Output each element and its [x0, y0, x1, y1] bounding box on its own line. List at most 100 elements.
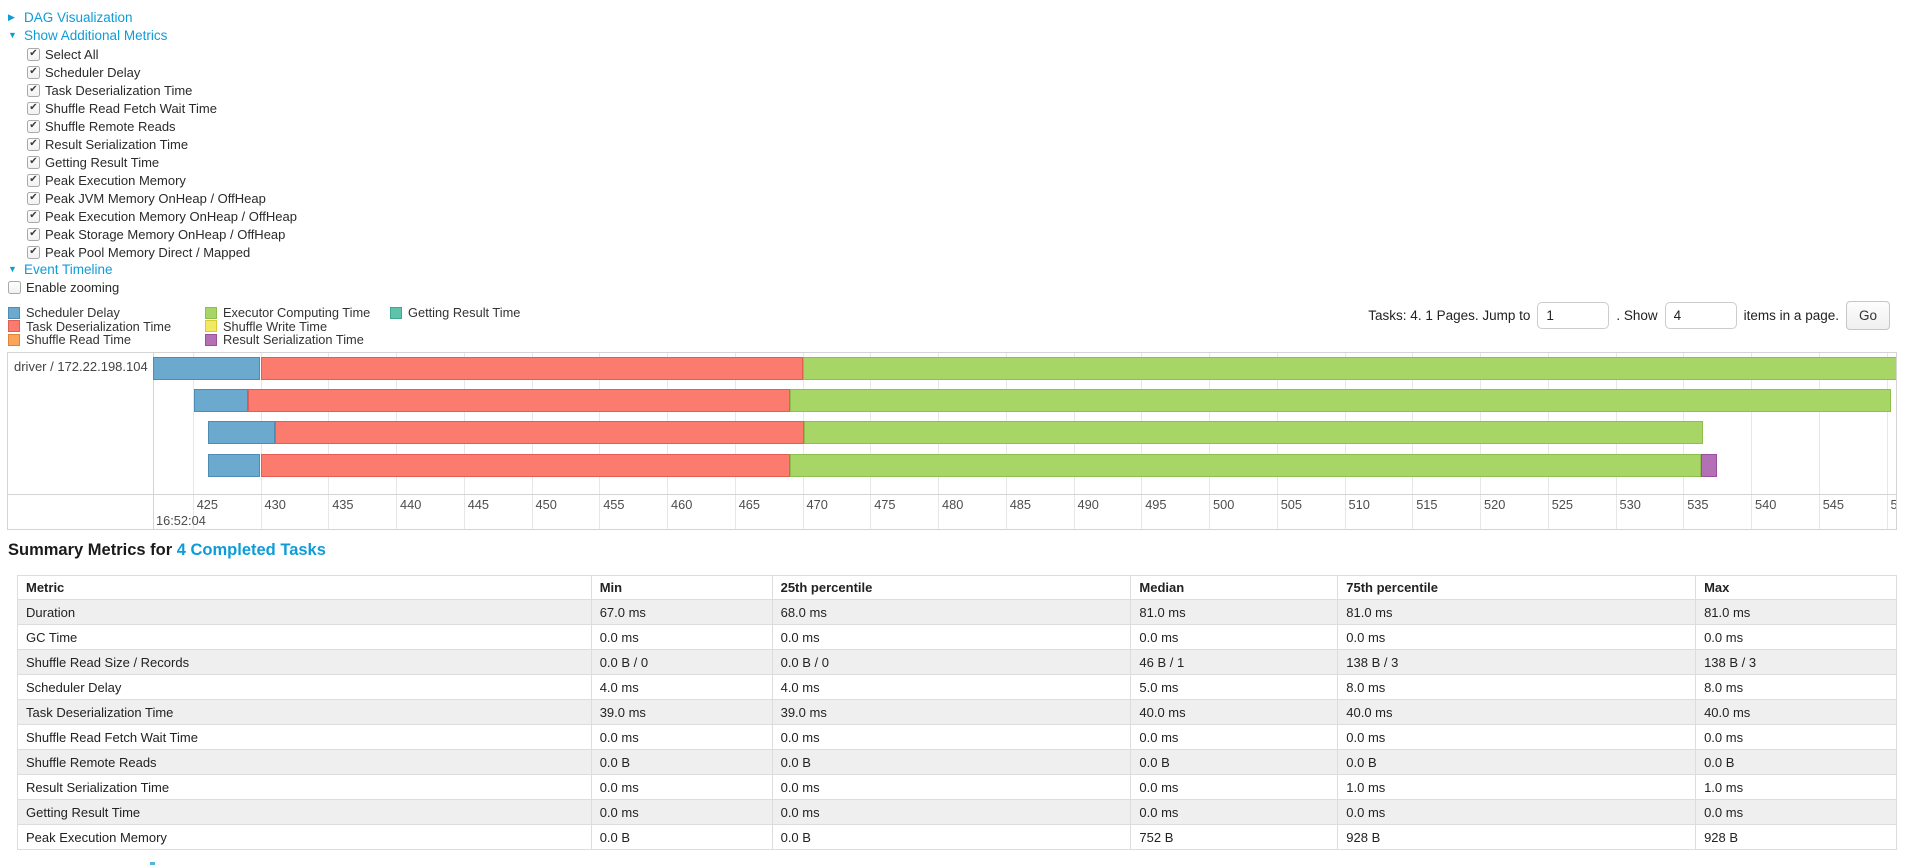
axis-tick-label: 500: [1213, 497, 1235, 512]
metric-cell: Peak Execution Memory: [17, 824, 592, 850]
axis-tick-label: 430: [264, 497, 286, 512]
value-cell: 40.0 ms: [1695, 699, 1897, 725]
metric-cell: GC Time: [17, 624, 592, 650]
value-cell: 0.0 ms: [1130, 624, 1339, 650]
column-header: 25th percentile: [771, 575, 1132, 600]
items-per-page-input[interactable]: [1664, 301, 1737, 329]
value-cell: 0.0 B: [771, 824, 1132, 850]
metric-checkbox[interactable]: [27, 227, 40, 241]
gridline: [1886, 353, 1888, 529]
metric-checkbox-row: Peak Storage Memory OnHeap / OffHeap: [27, 225, 297, 243]
metric-cell: Shuffle Read Size / Records: [17, 649, 592, 675]
value-cell: 138 B / 3: [1337, 649, 1697, 675]
timeline-group-label: driver / 172.22.198.104: [14, 359, 148, 374]
axis-tick-label: 535: [1687, 497, 1709, 512]
table-row: Peak Execution Memory 0.0 B 0.0 B 752 B 928 …: [17, 824, 1897, 850]
jump-to-page-input[interactable]: [1537, 301, 1610, 329]
shuffle-write-swatch-icon: [205, 320, 217, 333]
task-bar-segment-task-deserialization[interactable]: [275, 421, 804, 444]
axis-tick-label: 470: [806, 497, 828, 512]
task-bar-segment-executor-computing[interactable]: [790, 454, 1701, 477]
value-cell: 138 B / 3: [1695, 649, 1897, 675]
metric-checkbox[interactable]: [27, 119, 40, 133]
value-cell: 8.0 ms: [1337, 674, 1697, 700]
metric-checkbox[interactable]: [27, 209, 40, 223]
metric-checkbox[interactable]: [27, 101, 40, 115]
metric-checkbox-label: Getting Result Time: [45, 154, 160, 170]
task-bar-segment-scheduler-delay[interactable]: [207, 454, 261, 477]
task-bar-segment-executor-computing[interactable]: [803, 421, 1704, 444]
table-row: Result Serialization Time 0.0 ms 0.0 ms 0.0…: [17, 774, 1897, 800]
metric-checkbox-row: Peak JVM Memory OnHeap / OffHeap: [27, 189, 297, 207]
value-cell: 0.0 ms: [1695, 799, 1897, 825]
go-button[interactable]: Go: [1845, 300, 1890, 330]
metric-checkbox[interactable]: [27, 47, 40, 61]
metric-checkbox[interactable]: [27, 155, 40, 169]
table-body: Duration 67.0 ms 68.0 ms 81.0 ms 81.0 ms 81.0…: [17, 599, 1897, 850]
executor-computing-swatch-icon: [205, 306, 217, 319]
task-bar-segment-task-deserialization[interactable]: [260, 357, 803, 380]
value-cell: 0.0 B: [1337, 749, 1697, 775]
metric-checkbox[interactable]: [27, 191, 40, 205]
enable-zooming-label: Enable zooming: [26, 279, 120, 295]
summary-title-prefix: Summary Metrics for: [8, 541, 173, 559]
event-timeline-link[interactable]: ▼ Event Timeline: [8, 261, 113, 277]
event-timeline-label: Event Timeline: [24, 261, 113, 277]
legend-item: Executor Computing Time: [205, 305, 370, 320]
axis-tick-label: 510: [1348, 497, 1370, 512]
axis-tick-label: 530: [1619, 497, 1641, 512]
metric-checkbox-row: Task Deserialization Time: [27, 81, 297, 99]
table-row: GC Time 0.0 ms 0.0 ms 0.0 ms 0.0 ms 0.0 ms: [17, 624, 1897, 650]
metric-checkbox-row: Shuffle Remote Reads: [27, 117, 297, 135]
legend-column: Scheduler Delay Task Deserialization Time…: [8, 305, 171, 348]
axis-tick-label: 460: [671, 497, 693, 512]
metric-checkbox[interactable]: [27, 137, 40, 151]
legend-label: Shuffle Read Time: [26, 332, 132, 348]
legend-label: Result Serialization Time: [223, 332, 364, 348]
value-cell: 928 B: [1337, 824, 1697, 850]
task-bar-segment-executor-computing[interactable]: [802, 357, 1896, 380]
value-cell: 0.0 ms: [771, 624, 1132, 650]
metric-checkbox-label: Scheduler Delay: [45, 64, 141, 80]
value-cell: 0.0 ms: [771, 724, 1132, 750]
additional-metrics-list: Select All Scheduler Delay Task Deserializ…: [27, 45, 297, 261]
value-cell: 928 B: [1695, 824, 1897, 850]
task-bar-segment-scheduler-delay[interactable]: [194, 389, 249, 412]
enable-zooming-checkbox[interactable]: [8, 280, 21, 294]
gridline: [1818, 353, 1820, 529]
metric-checkbox[interactable]: [27, 245, 40, 259]
metric-checkbox[interactable]: [27, 65, 40, 79]
getting-result-swatch-icon: [390, 306, 402, 319]
axis-tick-label: 520: [1484, 497, 1506, 512]
value-cell: 40.0 ms: [1130, 699, 1339, 725]
metric-checkbox[interactable]: [27, 173, 40, 187]
legend-item: Scheduler Delay: [8, 305, 171, 320]
task-bar-segment-executor-computing[interactable]: [790, 389, 1891, 412]
show-additional-metrics-link[interactable]: ▼ Show Additional Metrics: [8, 27, 167, 43]
value-cell: 0.0 B: [1695, 749, 1897, 775]
metric-checkbox[interactable]: [27, 83, 40, 97]
task-bar-segment-result-serialization[interactable]: [1700, 454, 1718, 477]
completed-tasks-link[interactable]: 4 Completed Tasks: [176, 541, 326, 559]
task-bar-segment-task-deserialization[interactable]: [260, 454, 791, 477]
pagination-summary-text: Tasks: 4. 1 Pages. Jump to: [1368, 307, 1531, 323]
table-row: Shuffle Read Size / Records 0.0 B / 0 0.0 …: [17, 649, 1897, 675]
value-cell: 46 B / 1: [1130, 649, 1339, 675]
axis-tick-label: 465: [738, 497, 761, 512]
value-cell: 0.0 ms: [1337, 624, 1697, 650]
metric-checkbox-label: Shuffle Remote Reads: [45, 118, 176, 134]
task-bar-segment-scheduler-delay[interactable]: [153, 357, 261, 380]
value-cell: 0.0 ms: [590, 624, 773, 650]
value-cell: 0.0 ms: [590, 799, 773, 825]
timeline-label-column-divider: [153, 353, 154, 529]
task-bar-segment-scheduler-delay[interactable]: [207, 421, 276, 444]
metric-checkbox-row: Getting Result Time: [27, 153, 297, 171]
metric-checkbox-label: Peak JVM Memory OnHeap / OffHeap: [45, 190, 266, 206]
value-cell: 1.0 ms: [1337, 774, 1697, 800]
table-row: Getting Result Time 0.0 ms 0.0 ms 0.0 ms 0.0…: [17, 799, 1897, 825]
value-cell: 39.0 ms: [590, 699, 773, 725]
task-bar-segment-task-deserialization[interactable]: [248, 389, 791, 412]
chevron-right-icon: ▶: [8, 11, 15, 22]
dag-visualization-link[interactable]: ▶ DAG Visualization: [8, 9, 133, 25]
value-cell: 0.0 ms: [590, 724, 773, 750]
